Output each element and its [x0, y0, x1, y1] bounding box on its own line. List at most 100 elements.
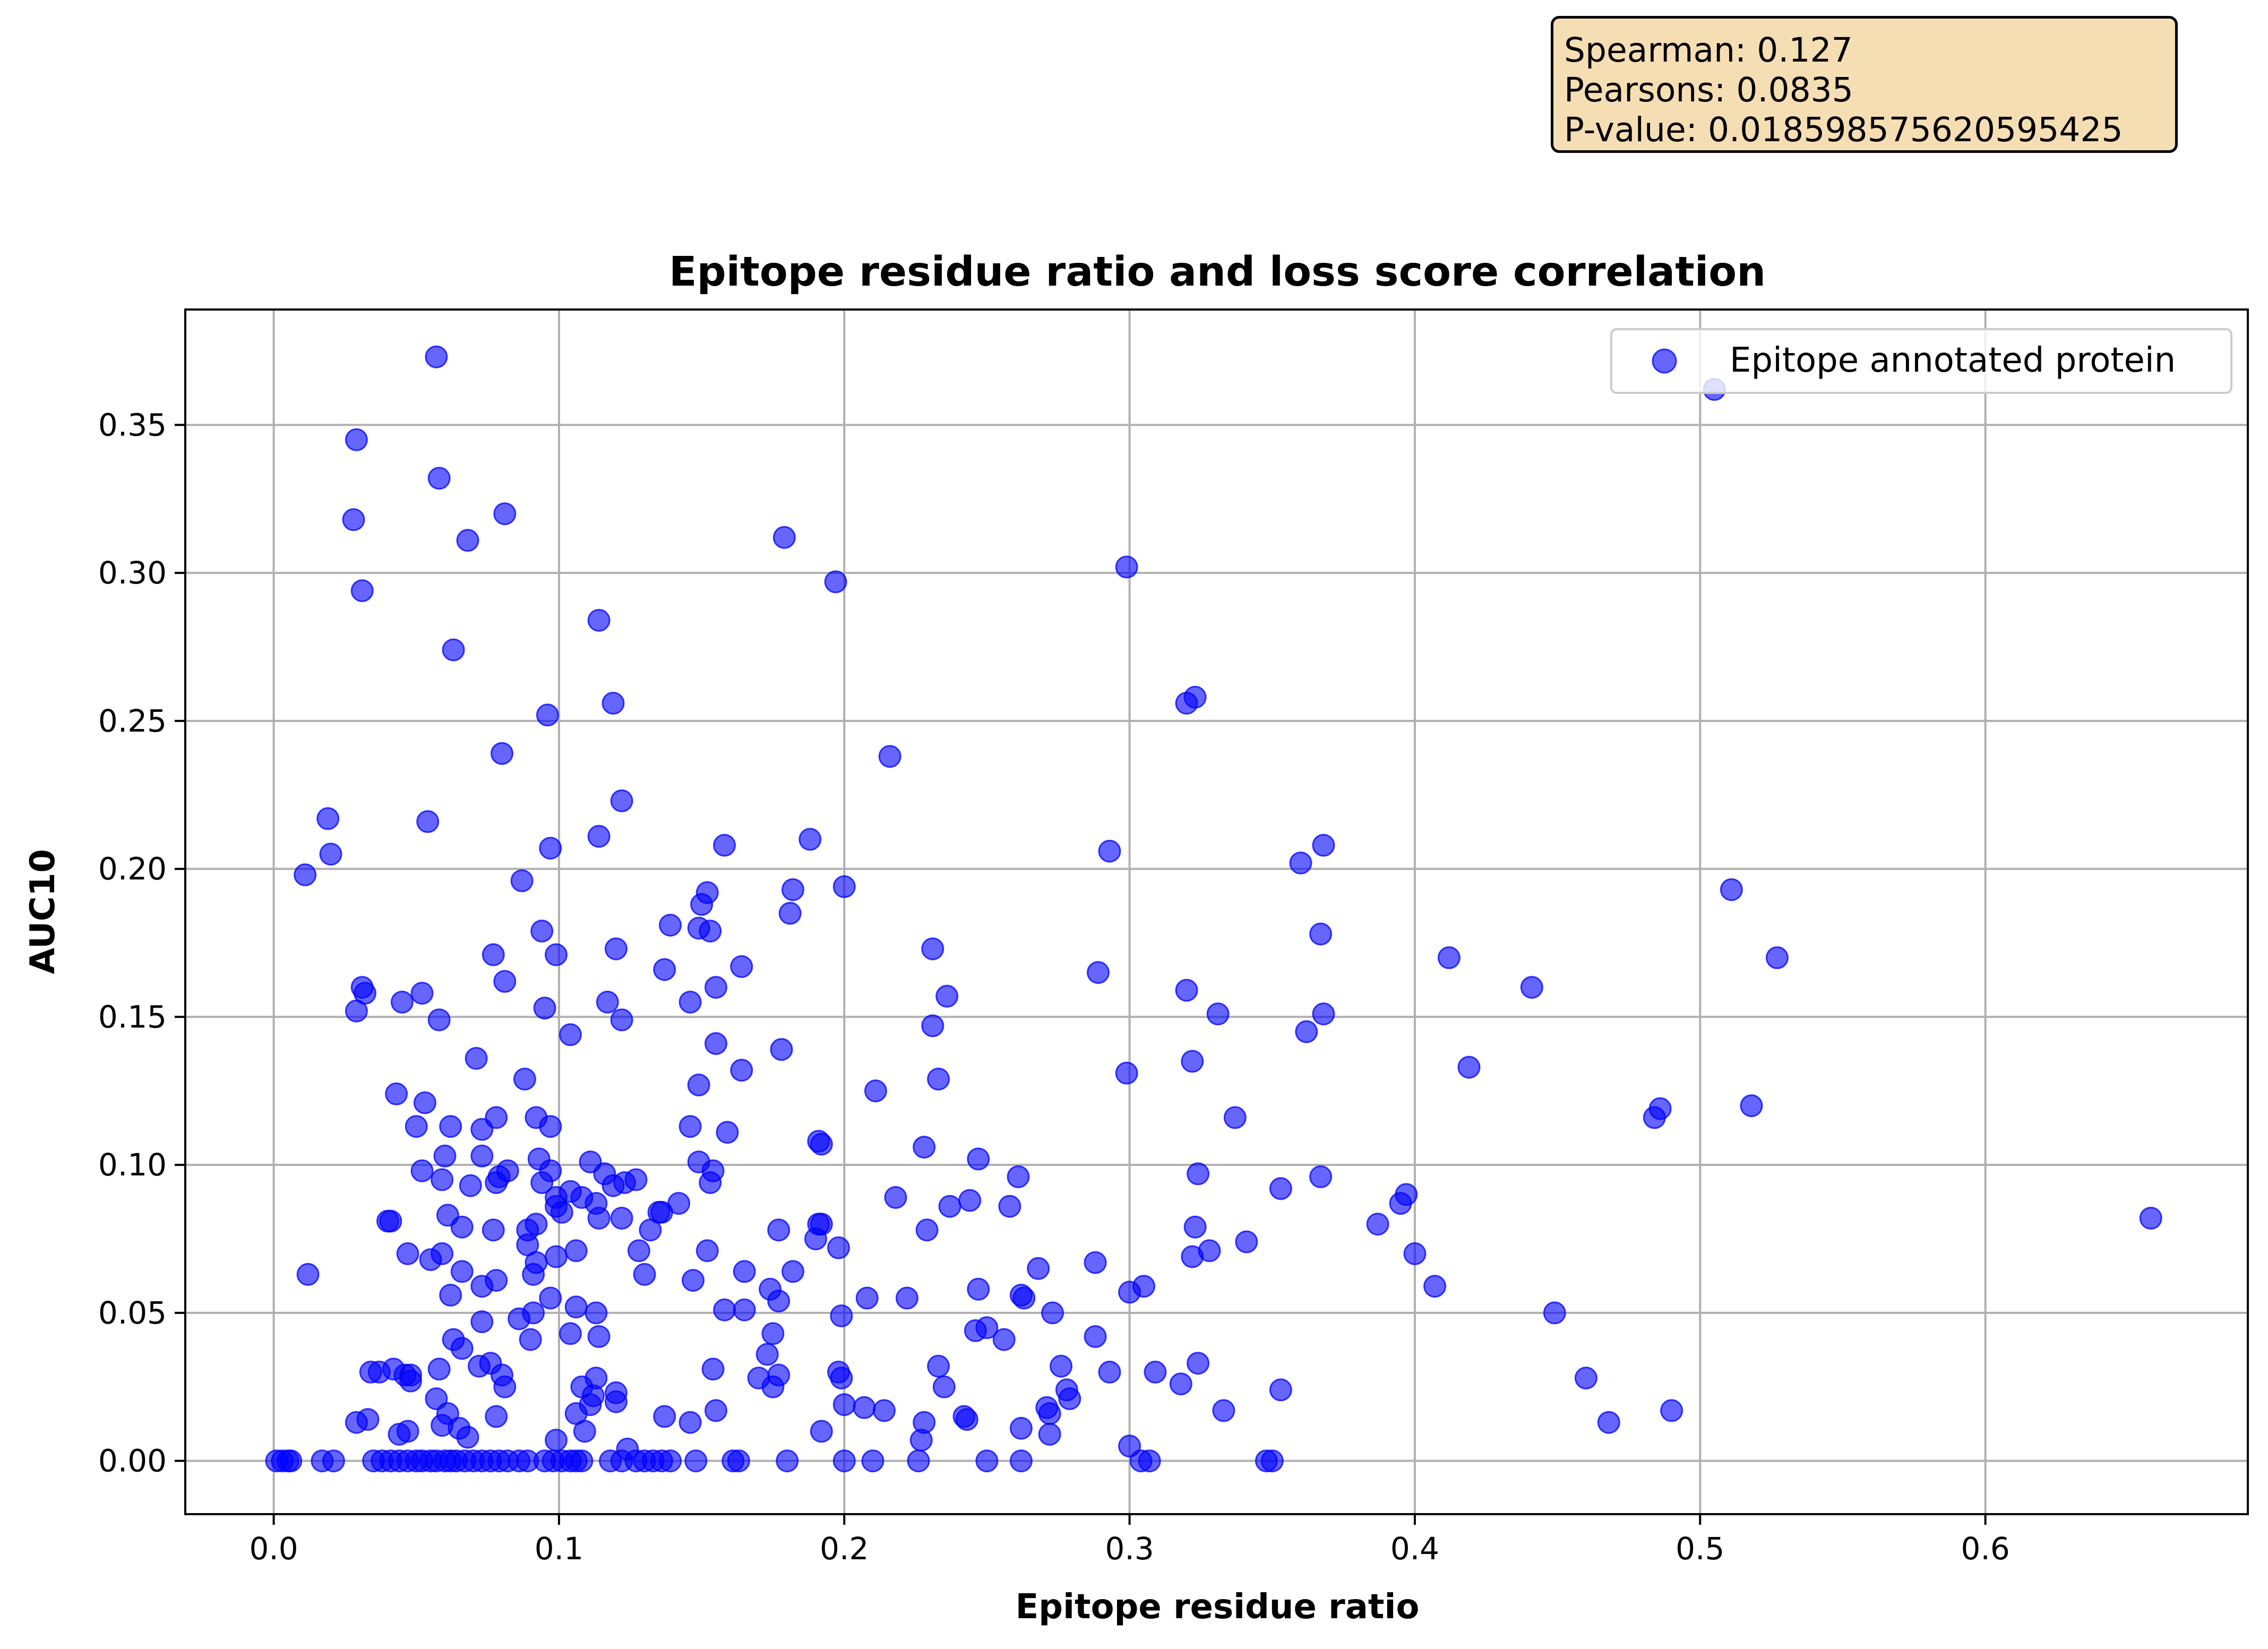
- data-point: [1212, 1399, 1235, 1422]
- data-point: [975, 1449, 999, 1473]
- data-point: [864, 1079, 887, 1103]
- legend: Epitope annotated protein: [1610, 328, 2232, 394]
- data-point: [967, 1147, 990, 1171]
- data-point: [853, 1396, 876, 1419]
- data-point: [952, 1405, 976, 1428]
- data-point: [316, 807, 340, 830]
- data-point: [1198, 1239, 1221, 1262]
- data-point: [564, 1295, 588, 1319]
- data-point: [545, 1245, 568, 1268]
- data-point: [533, 997, 556, 1020]
- data-point: [909, 1429, 933, 1452]
- x-tick-label: 0.6: [1961, 1531, 2010, 1567]
- data-point: [687, 1073, 710, 1097]
- data-point: [659, 1449, 682, 1473]
- data-point: [1457, 1055, 1481, 1079]
- data-point: [1084, 1251, 1107, 1274]
- data-point: [559, 1023, 582, 1046]
- y-tick-label: 0.00: [98, 1443, 167, 1479]
- data-point: [1183, 1215, 1207, 1239]
- data-point: [413, 1091, 436, 1114]
- data-point: [913, 1136, 936, 1159]
- data-point: [405, 1115, 428, 1138]
- data-point: [1187, 1162, 1210, 1186]
- data-point: [1144, 1360, 1167, 1384]
- data-point: [479, 1352, 502, 1375]
- data-point: [992, 1328, 1016, 1351]
- data-point: [585, 1192, 608, 1215]
- data-point: [1098, 839, 1121, 863]
- data-point: [345, 999, 368, 1023]
- x-axis-ticks: 0.0 0.1 0.2 0.3 0.4 0.5 0.6: [249, 1514, 2010, 1567]
- data-point: [296, 1262, 320, 1286]
- data-point: [653, 1405, 676, 1428]
- data-point: [388, 1423, 411, 1446]
- data-point: [633, 1262, 656, 1286]
- data-point: [767, 1218, 791, 1242]
- data-point: [667, 1192, 691, 1215]
- data-point: [1181, 1050, 1204, 1073]
- data-point: [810, 1420, 833, 1443]
- data-point: [1312, 1002, 1335, 1026]
- data-point: [459, 1174, 482, 1197]
- data-point: [1009, 1449, 1033, 1473]
- data-point: [798, 828, 822, 851]
- data-point: [761, 1375, 785, 1398]
- data-point: [513, 1068, 536, 1090]
- data-point: [1050, 1354, 1073, 1378]
- data-point: [1720, 878, 1743, 901]
- data-point: [653, 958, 676, 981]
- data-point: [810, 1132, 833, 1156]
- data-point: [493, 1375, 517, 1398]
- data-point: [342, 508, 365, 531]
- data-point: [684, 1449, 708, 1473]
- data-point: [781, 878, 804, 901]
- data-point: [705, 1032, 727, 1055]
- data-point: [1260, 1449, 1284, 1473]
- data-point: [1041, 1301, 1064, 1325]
- data-point: [525, 1251, 548, 1274]
- data-point: [1543, 1301, 1566, 1325]
- data-point: [772, 526, 796, 549]
- data-point: [2139, 1207, 2162, 1230]
- data-point: [1648, 1097, 1672, 1120]
- data-point: [610, 1008, 633, 1032]
- data-point: [1175, 978, 1198, 1002]
- data-point: [761, 1322, 785, 1345]
- data-point: [604, 937, 628, 960]
- data-point: [470, 1144, 494, 1167]
- data-point: [450, 1337, 474, 1360]
- data-point: [450, 1260, 474, 1283]
- data-point: [624, 1168, 648, 1191]
- data-point: [896, 1286, 918, 1310]
- data-point: [907, 1449, 930, 1473]
- data-point: [470, 1118, 494, 1141]
- y-tick-label: 0.20: [98, 851, 167, 887]
- data-point: [539, 837, 562, 860]
- data-point: [1520, 976, 1543, 999]
- data-point: [345, 428, 368, 451]
- data-point: [1660, 1399, 1683, 1422]
- data-point: [690, 893, 714, 916]
- data-point: [915, 1218, 939, 1242]
- legend-marker: [1652, 348, 1677, 374]
- data-point: [1437, 946, 1461, 969]
- data-point: [390, 991, 414, 1014]
- data-point: [884, 1186, 907, 1209]
- data-point: [1115, 555, 1138, 579]
- data-point: [1132, 1275, 1155, 1298]
- data-point: [559, 1180, 582, 1203]
- data-point: [399, 1369, 422, 1393]
- data-point: [410, 1159, 434, 1182]
- data-point: [1169, 1372, 1192, 1396]
- data-point: [496, 1159, 519, 1182]
- data-point: [439, 1284, 462, 1307]
- data-point: [733, 1298, 756, 1321]
- data-point: [873, 1399, 896, 1422]
- x-tick-label: 0.5: [1676, 1531, 1724, 1567]
- data-point: [433, 1144, 457, 1167]
- x-tick-label: 0.4: [1390, 1531, 1439, 1567]
- y-axis-ticks: 0.00 0.05 0.10 0.15 0.20 0.25 0.30 0.35: [98, 407, 185, 1479]
- data-point: [639, 1218, 662, 1242]
- x-tick-label: 0.0: [249, 1531, 298, 1567]
